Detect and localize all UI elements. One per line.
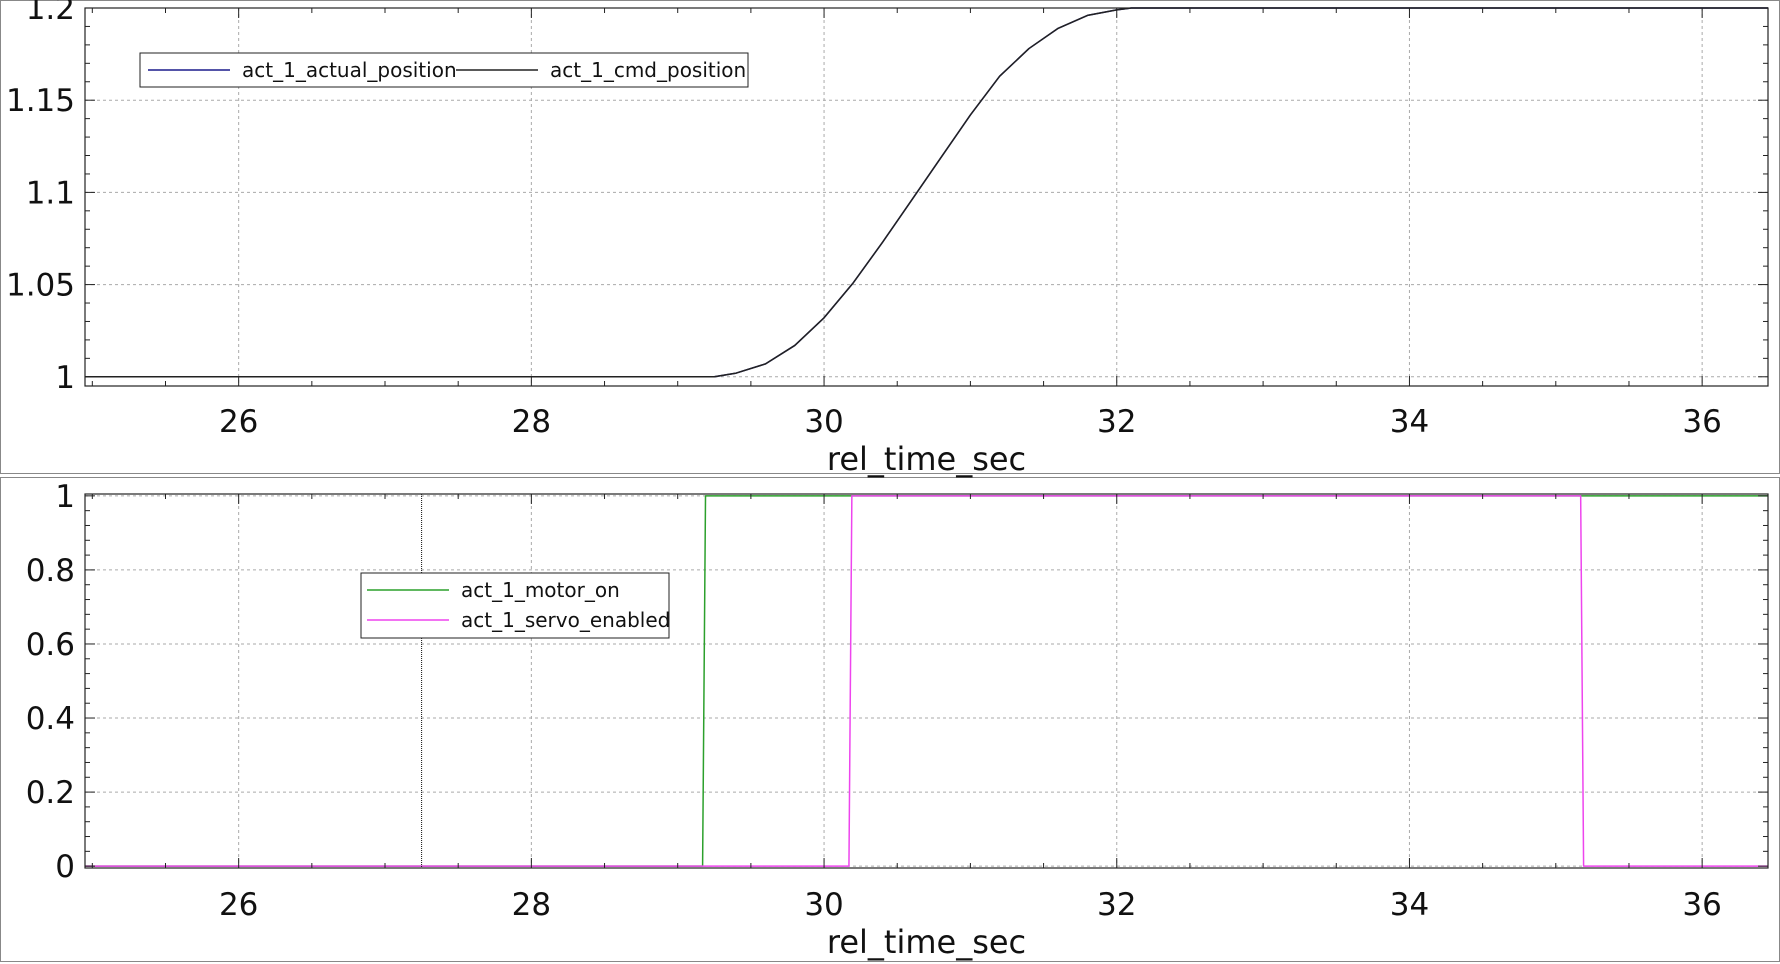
x-tick-label: 36 xyxy=(1682,887,1721,923)
status-chart-legend-box xyxy=(360,572,670,639)
x-tick-label: 26 xyxy=(219,887,258,923)
status-chart-ticks: 26 28 30 32 34 36 0 0.2 0.4 0.6 0.8 1 xyxy=(26,479,1768,923)
position-chart-x-axis-label: rel_time_sec xyxy=(827,440,1026,478)
x-tick-label: 28 xyxy=(512,887,551,923)
series-line-act-1-motor-on[interactable] xyxy=(85,495,1768,867)
bottom-panel-frame xyxy=(0,477,1780,962)
y-tick-label: 0.8 xyxy=(26,553,75,589)
x-tick-label: 30 xyxy=(804,887,843,923)
legend-label-servo-enabled: act_1_servo_enabled xyxy=(461,608,670,632)
status-chart-legend[interactable]: act_1_motor_on act_1_servo_enabled xyxy=(360,572,670,639)
series-line-act-1-servo-enabled[interactable] xyxy=(85,495,1768,867)
y-tick-label: 0.2 xyxy=(26,775,75,811)
position-chart-plot-area[interactable] xyxy=(84,7,1769,387)
position-chart-ticks: 26 28 30 32 34 36 1 1.05 1.1 1.15 1.2 xyxy=(6,0,1768,440)
y-tick-label: 0 xyxy=(55,849,75,885)
status-chart-plot-area[interactable] xyxy=(84,493,1769,869)
position-chart-legend-box xyxy=(139,52,749,88)
y-tick-label: 1.15 xyxy=(6,83,75,119)
x-tick-label: 32 xyxy=(1097,887,1136,923)
x-tick-label: 30 xyxy=(804,404,843,440)
x-tick-label: 28 xyxy=(512,404,551,440)
y-tick-label: 1.2 xyxy=(26,0,75,27)
status-chart-x-axis-label: rel_time_sec xyxy=(827,923,1026,961)
y-tick-label: 1 xyxy=(55,479,75,515)
x-tick-label: 26 xyxy=(219,404,258,440)
status-chart-series xyxy=(85,495,1768,867)
legend-label-motor-on: act_1_motor_on xyxy=(461,578,620,602)
x-tick-label: 34 xyxy=(1390,887,1429,923)
position-chart[interactable]: 26 28 30 32 34 36 1 1.05 1.1 1.15 1.2 rel_time_sec… xyxy=(6,0,1769,478)
x-tick-label: 36 xyxy=(1682,404,1721,440)
status-chart-grid xyxy=(85,494,1768,868)
x-tick-label: 34 xyxy=(1390,404,1429,440)
position-chart-legend[interactable]: act_1_actual_position act_1_cmd_position xyxy=(139,52,749,88)
y-tick-label: 0.4 xyxy=(26,701,75,737)
x-tick-label: 32 xyxy=(1097,404,1136,440)
y-tick-label: 0.6 xyxy=(26,627,75,663)
legend-label-cmd-position: act_1_cmd_position xyxy=(550,58,746,82)
y-tick-label: 1.05 xyxy=(6,268,75,304)
y-tick-label: 1.1 xyxy=(26,175,75,211)
legend-label-actual-position: act_1_actual_position xyxy=(242,58,457,82)
y-tick-label: 1 xyxy=(55,360,75,396)
